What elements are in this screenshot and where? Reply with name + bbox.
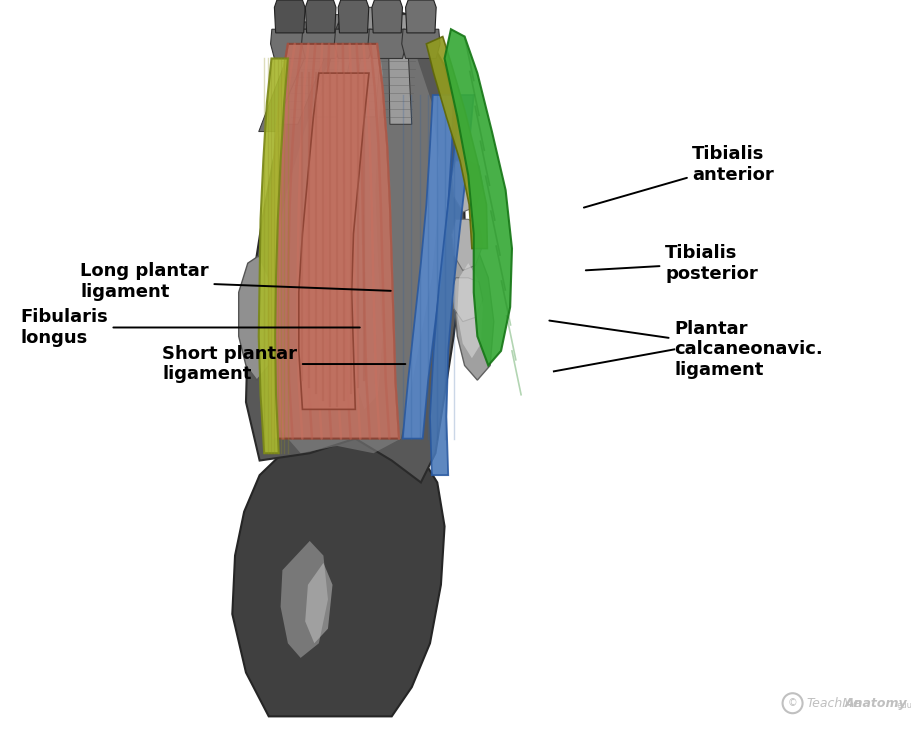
Polygon shape [239, 256, 273, 380]
Text: TeachMe: TeachMe [806, 697, 861, 710]
Polygon shape [264, 22, 439, 453]
Polygon shape [388, 15, 412, 124]
Text: Anatomy: Anatomy [844, 697, 907, 710]
Text: Long plantar
ligament: Long plantar ligament [80, 262, 391, 301]
Polygon shape [274, 0, 305, 33]
Polygon shape [281, 541, 328, 658]
Polygon shape [454, 234, 494, 380]
Polygon shape [457, 263, 483, 358]
Polygon shape [452, 161, 483, 212]
Text: Plantar
calcaneonavic.
ligament: Plantar calcaneonavic. ligament [549, 319, 823, 379]
Text: Short plantar
ligament: Short plantar ligament [162, 344, 405, 384]
Polygon shape [299, 73, 369, 409]
Polygon shape [452, 278, 483, 322]
Polygon shape [426, 37, 487, 249]
Polygon shape [246, 7, 465, 482]
Polygon shape [259, 58, 288, 453]
Polygon shape [338, 0, 369, 33]
Polygon shape [403, 95, 454, 439]
Text: Tibialis
anterior: Tibialis anterior [584, 145, 774, 208]
Polygon shape [269, 44, 399, 439]
Text: Fibularis
longus: Fibularis longus [20, 308, 360, 347]
Polygon shape [259, 22, 319, 132]
Polygon shape [445, 29, 512, 366]
Polygon shape [405, 0, 436, 33]
Polygon shape [271, 29, 309, 58]
Polygon shape [302, 29, 340, 58]
Polygon shape [232, 431, 445, 716]
Polygon shape [353, 7, 384, 117]
Polygon shape [335, 29, 383, 409]
Polygon shape [402, 29, 440, 58]
Polygon shape [372, 0, 403, 33]
Polygon shape [334, 29, 373, 58]
Text: edu: edu [896, 701, 911, 710]
Polygon shape [315, 7, 363, 117]
Polygon shape [276, 15, 342, 124]
Text: ©: © [788, 698, 797, 708]
Text: Tibialis
posterior: Tibialis posterior [586, 243, 758, 283]
Polygon shape [368, 29, 406, 58]
Polygon shape [305, 0, 336, 33]
Polygon shape [430, 95, 474, 475]
Polygon shape [452, 219, 483, 270]
Polygon shape [305, 563, 333, 643]
